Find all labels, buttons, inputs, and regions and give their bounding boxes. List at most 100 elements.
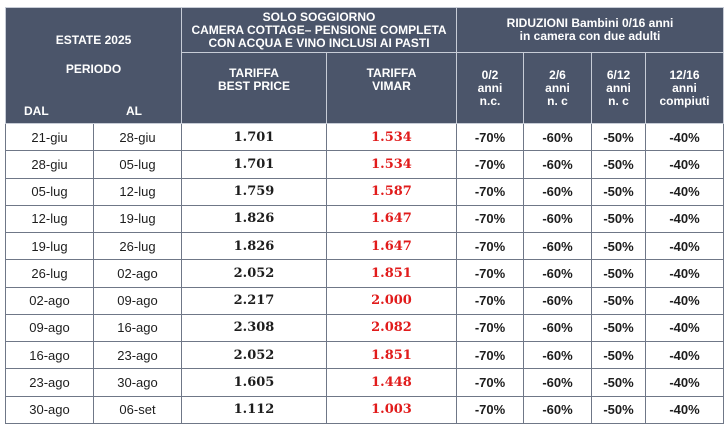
row-to-date: 02-ago bbox=[93, 259, 182, 288]
age-band-0-2: 0/2 anni n.c. bbox=[456, 52, 524, 124]
row-reduction-12-16: -40% bbox=[644, 232, 725, 261]
row-reduction-6-12: -50% bbox=[591, 122, 646, 152]
stay-line: CON ACQUA E VINO INCLUSI AI PASTI bbox=[208, 35, 430, 50]
row-reduction-2-6: -60% bbox=[523, 122, 592, 152]
table-row: 05-lug 12-lug 1.759 1.587 -70% -60% -50%… bbox=[5, 177, 725, 206]
season-label: ESTATE 2025 bbox=[55, 33, 132, 47]
row-best-price: 1.605 bbox=[181, 368, 327, 397]
row-reduction-2-6: -60% bbox=[523, 368, 592, 397]
row-best-price: 1.112 bbox=[181, 395, 327, 425]
row-reduction-2-6: -60% bbox=[523, 341, 592, 370]
age-band-line: 12/16 bbox=[669, 67, 700, 82]
row-reduction-0-2: -70% bbox=[456, 204, 524, 234]
row-reduction-6-12: -50% bbox=[591, 177, 646, 206]
row-reduction-6-12: -50% bbox=[591, 150, 646, 179]
row-from-date: 12-lug bbox=[5, 204, 94, 234]
row-reduction-2-6: -60% bbox=[523, 313, 592, 343]
row-reduction-6-12: -50% bbox=[591, 232, 646, 261]
table-row: 30-ago 06-set 1.112 1.003 -70% -60% -50%… bbox=[5, 395, 725, 425]
row-reduction-6-12: -50% bbox=[591, 313, 646, 343]
row-vimar-price: 1.851 bbox=[326, 341, 457, 370]
row-to-date: 16-ago bbox=[93, 313, 182, 343]
row-to-date: 05-lug bbox=[93, 150, 182, 179]
row-vimar-price: 2.082 bbox=[326, 313, 457, 343]
row-from-date: 02-ago bbox=[5, 286, 94, 315]
stay-header: SOLO SOGGIORNO CAMERA COTTAGE– PENSIONE … bbox=[181, 7, 457, 53]
age-band-line: compiuti bbox=[659, 93, 710, 108]
row-reduction-12-16: -40% bbox=[644, 204, 725, 234]
row-reduction-6-12: -50% bbox=[591, 259, 646, 288]
age-band-line: anni bbox=[545, 80, 570, 95]
row-reduction-12-16: -40% bbox=[644, 368, 725, 397]
reductions-line: RIDUZIONI Bambini 0/16 anni bbox=[506, 16, 674, 30]
row-from-date: 05-lug bbox=[5, 177, 94, 206]
row-to-date: 09-ago bbox=[93, 286, 182, 315]
age-band-2-6: 2/6 anni n. c bbox=[523, 52, 592, 124]
best-price-line: BEST PRICE bbox=[217, 79, 290, 93]
row-reduction-6-12: -50% bbox=[591, 368, 646, 397]
row-to-date: 19-lug bbox=[93, 204, 182, 234]
age-band-line: n. c bbox=[547, 93, 568, 108]
row-to-date: 12-lug bbox=[93, 177, 182, 206]
row-best-price: 2.052 bbox=[181, 259, 327, 288]
row-from-date: 30-ago bbox=[5, 395, 94, 425]
row-reduction-0-2: -70% bbox=[456, 232, 524, 261]
row-from-date: 23-ago bbox=[5, 368, 94, 397]
row-vimar-price: 1.448 bbox=[326, 368, 457, 397]
table-row: 19-lug 26-lug 1.826 1.647 -70% -60% -50%… bbox=[5, 232, 725, 261]
row-reduction-0-2: -70% bbox=[456, 313, 524, 343]
age-band-line: n.c. bbox=[479, 93, 501, 108]
vimar-line: VIMAR bbox=[372, 79, 411, 93]
stay-line: SOLO SOGGIORNO bbox=[262, 9, 376, 24]
row-reduction-0-2: -70% bbox=[456, 150, 524, 179]
row-vimar-price: 1.647 bbox=[326, 204, 457, 234]
row-reduction-6-12: -50% bbox=[591, 395, 646, 425]
age-band-line: anni bbox=[606, 80, 631, 95]
row-to-date: 26-lug bbox=[93, 232, 182, 261]
best-price-line: TARIFFA bbox=[229, 66, 279, 80]
row-reduction-0-2: -70% bbox=[456, 341, 524, 370]
row-reduction-2-6: -60% bbox=[523, 232, 592, 261]
age-band-12-16: 12/16 anni compiuti bbox=[644, 52, 725, 124]
row-reduction-0-2: -70% bbox=[456, 286, 524, 315]
table-row: 16-ago 23-ago 2.052 1.851 -70% -60% -50%… bbox=[5, 341, 725, 370]
row-reduction-0-2: -70% bbox=[456, 259, 524, 288]
row-reduction-0-2: -70% bbox=[456, 177, 524, 206]
row-from-date: 09-ago bbox=[5, 313, 94, 343]
rate-rows: 21-giu 28-giu 1.701 1.534 -70% -60% -50%… bbox=[5, 122, 725, 425]
row-best-price: 2.052 bbox=[181, 341, 327, 370]
row-best-price: 1.826 bbox=[181, 232, 327, 261]
best-price-header: TARIFFA BEST PRICE bbox=[181, 52, 327, 124]
reductions-line: in camera con due adulti bbox=[519, 29, 661, 43]
row-reduction-12-16: -40% bbox=[644, 313, 725, 343]
row-best-price: 1.701 bbox=[181, 150, 327, 179]
row-vimar-price: 1.851 bbox=[326, 259, 457, 288]
row-reduction-12-16: -40% bbox=[644, 122, 725, 152]
age-band-line: anni bbox=[477, 80, 503, 95]
row-best-price: 2.217 bbox=[181, 286, 327, 315]
row-best-price: 2.308 bbox=[181, 313, 327, 343]
table-row: 28-giu 05-lug 1.701 1.534 -70% -60% -50%… bbox=[5, 150, 725, 179]
row-reduction-12-16: -40% bbox=[644, 259, 725, 288]
age-band-line: 0/2 bbox=[481, 67, 499, 82]
row-from-date: 16-ago bbox=[5, 341, 94, 370]
age-band-line: 2/6 bbox=[549, 67, 566, 82]
rates-table: ESTATE 2025 PERIODO DAL AL SOLO SOGGIORN… bbox=[5, 7, 725, 425]
row-reduction-6-12: -50% bbox=[591, 286, 646, 315]
row-reduction-0-2: -70% bbox=[456, 395, 524, 425]
row-vimar-price: 1.003 bbox=[326, 395, 457, 425]
row-from-date: 21-giu bbox=[5, 122, 94, 152]
row-to-date: 06-set bbox=[93, 395, 182, 425]
row-to-date: 30-ago bbox=[93, 368, 182, 397]
row-reduction-2-6: -60% bbox=[523, 177, 592, 206]
table-row: 09-ago 16-ago 2.308 2.082 -70% -60% -50%… bbox=[5, 313, 725, 343]
row-reduction-6-12: -50% bbox=[591, 204, 646, 234]
row-reduction-12-16: -40% bbox=[644, 286, 725, 315]
row-reduction-2-6: -60% bbox=[523, 395, 592, 425]
period-header: ESTATE 2025 PERIODO DAL AL bbox=[5, 7, 182, 124]
row-reduction-12-16: -40% bbox=[644, 395, 725, 425]
row-reduction-2-6: -60% bbox=[523, 150, 592, 179]
row-best-price: 1.701 bbox=[181, 122, 327, 152]
row-vimar-price: 1.647 bbox=[326, 232, 457, 261]
row-vimar-price: 1.534 bbox=[326, 150, 457, 179]
